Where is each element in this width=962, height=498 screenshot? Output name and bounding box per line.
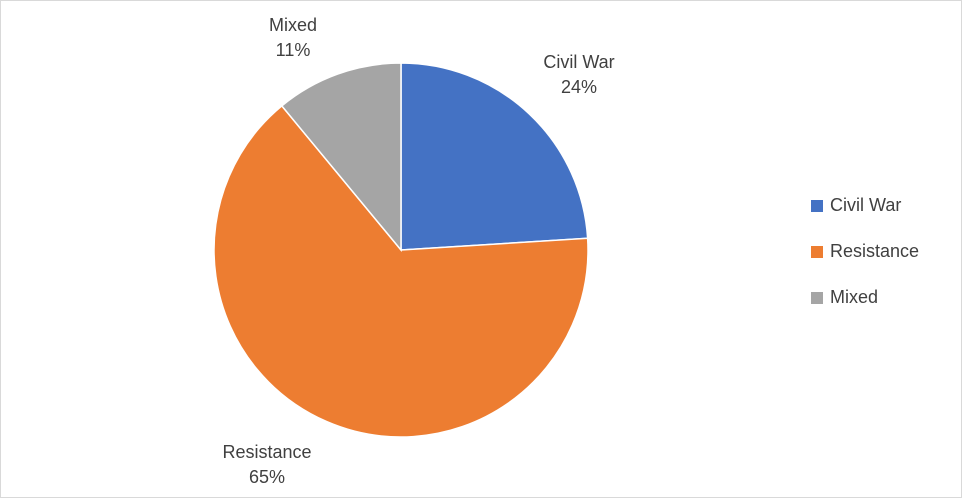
data-labels: Civil War 24% Resistance 65% Mixed 11% — [222, 15, 614, 487]
data-label-percent-resistance: 65% — [249, 467, 285, 487]
data-label-percent-civil-war: 24% — [561, 77, 597, 97]
legend-item-mixed: Mixed — [811, 286, 919, 309]
legend-label-mixed: Mixed — [830, 287, 879, 307]
pie-slice-resistance — [213, 104, 589, 438]
data-label-category-resistance: Resistance — [222, 442, 311, 462]
pie-slice-civil-war — [400, 62, 589, 251]
legend-swatch-mixed — [811, 291, 823, 304]
legend-label-resistance: Resistance — [830, 241, 920, 261]
legend-swatch-resistance — [811, 245, 823, 258]
data-label-category-civil-war: Civil War — [543, 52, 614, 72]
legend-item-resistance: Resistance — [811, 240, 919, 263]
legend-swatch-civil-war — [811, 199, 823, 212]
legend: Civil War Resistance Mixed — [811, 194, 919, 332]
pie-slice-mixed — [280, 62, 402, 253]
pie-slices — [213, 62, 589, 438]
legend-label-civil-war: Civil War — [830, 195, 902, 215]
data-label-percent-mixed: 11% — [276, 40, 311, 60]
legend-item-civil-war: Civil War — [811, 194, 919, 217]
data-label-category-mixed: Mixed — [269, 15, 317, 35]
